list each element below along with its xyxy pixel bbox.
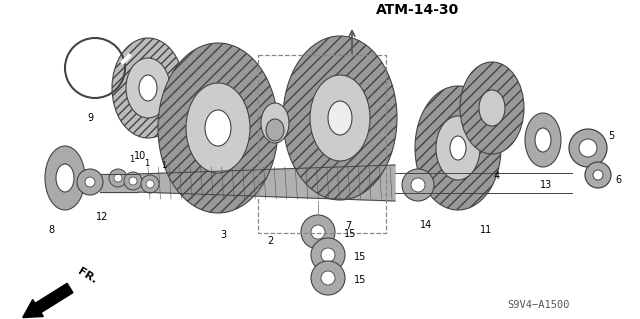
Ellipse shape — [479, 90, 505, 126]
Text: 7: 7 — [345, 221, 351, 231]
Ellipse shape — [310, 75, 370, 161]
Circle shape — [402, 169, 434, 201]
Ellipse shape — [56, 164, 74, 192]
Circle shape — [141, 175, 159, 193]
Ellipse shape — [535, 128, 551, 152]
Bar — [258, 55, 386, 233]
Circle shape — [301, 215, 335, 249]
Text: 13: 13 — [540, 180, 552, 190]
Polygon shape — [138, 165, 395, 201]
Ellipse shape — [450, 136, 466, 160]
Text: 10: 10 — [134, 151, 146, 161]
Circle shape — [124, 172, 142, 190]
Circle shape — [129, 177, 137, 185]
Ellipse shape — [158, 43, 278, 213]
Circle shape — [585, 162, 611, 188]
Ellipse shape — [139, 75, 157, 101]
FancyArrow shape — [23, 283, 73, 317]
Text: 9: 9 — [87, 113, 93, 123]
Circle shape — [411, 178, 425, 192]
Circle shape — [311, 238, 345, 272]
Circle shape — [146, 180, 154, 188]
Text: 1: 1 — [145, 159, 150, 167]
Circle shape — [593, 170, 603, 180]
Circle shape — [311, 261, 345, 295]
Ellipse shape — [283, 36, 397, 200]
Ellipse shape — [205, 110, 231, 146]
Circle shape — [77, 169, 103, 195]
Ellipse shape — [45, 146, 85, 210]
Text: FR.: FR. — [76, 266, 99, 286]
Text: 15: 15 — [344, 229, 356, 239]
Ellipse shape — [261, 103, 289, 143]
Ellipse shape — [415, 86, 501, 210]
Text: 1: 1 — [161, 161, 166, 170]
Ellipse shape — [186, 83, 250, 173]
Text: 4: 4 — [494, 171, 500, 181]
Text: 12: 12 — [96, 212, 108, 222]
Circle shape — [579, 139, 597, 157]
Text: ATM-14-30: ATM-14-30 — [376, 3, 460, 17]
Text: 2: 2 — [267, 236, 273, 246]
Ellipse shape — [525, 113, 561, 167]
Text: 1: 1 — [129, 155, 134, 165]
Text: 5: 5 — [608, 131, 614, 141]
Ellipse shape — [126, 58, 170, 118]
Circle shape — [569, 129, 607, 167]
Text: 15: 15 — [354, 275, 366, 285]
Circle shape — [114, 174, 122, 182]
Polygon shape — [100, 174, 138, 192]
Text: 3: 3 — [220, 230, 226, 240]
Circle shape — [311, 225, 325, 239]
Text: 8: 8 — [48, 225, 54, 235]
Text: 11: 11 — [480, 225, 492, 235]
Circle shape — [109, 169, 127, 187]
Circle shape — [321, 248, 335, 262]
Ellipse shape — [328, 101, 352, 135]
Ellipse shape — [436, 116, 480, 180]
Text: S9V4−A1500: S9V4−A1500 — [507, 300, 569, 310]
Circle shape — [321, 271, 335, 285]
Text: 15: 15 — [354, 252, 366, 262]
Text: 14: 14 — [420, 220, 432, 230]
Ellipse shape — [266, 119, 284, 141]
Text: 6: 6 — [615, 175, 621, 185]
Ellipse shape — [112, 38, 184, 138]
Circle shape — [85, 177, 95, 187]
Ellipse shape — [460, 62, 524, 154]
